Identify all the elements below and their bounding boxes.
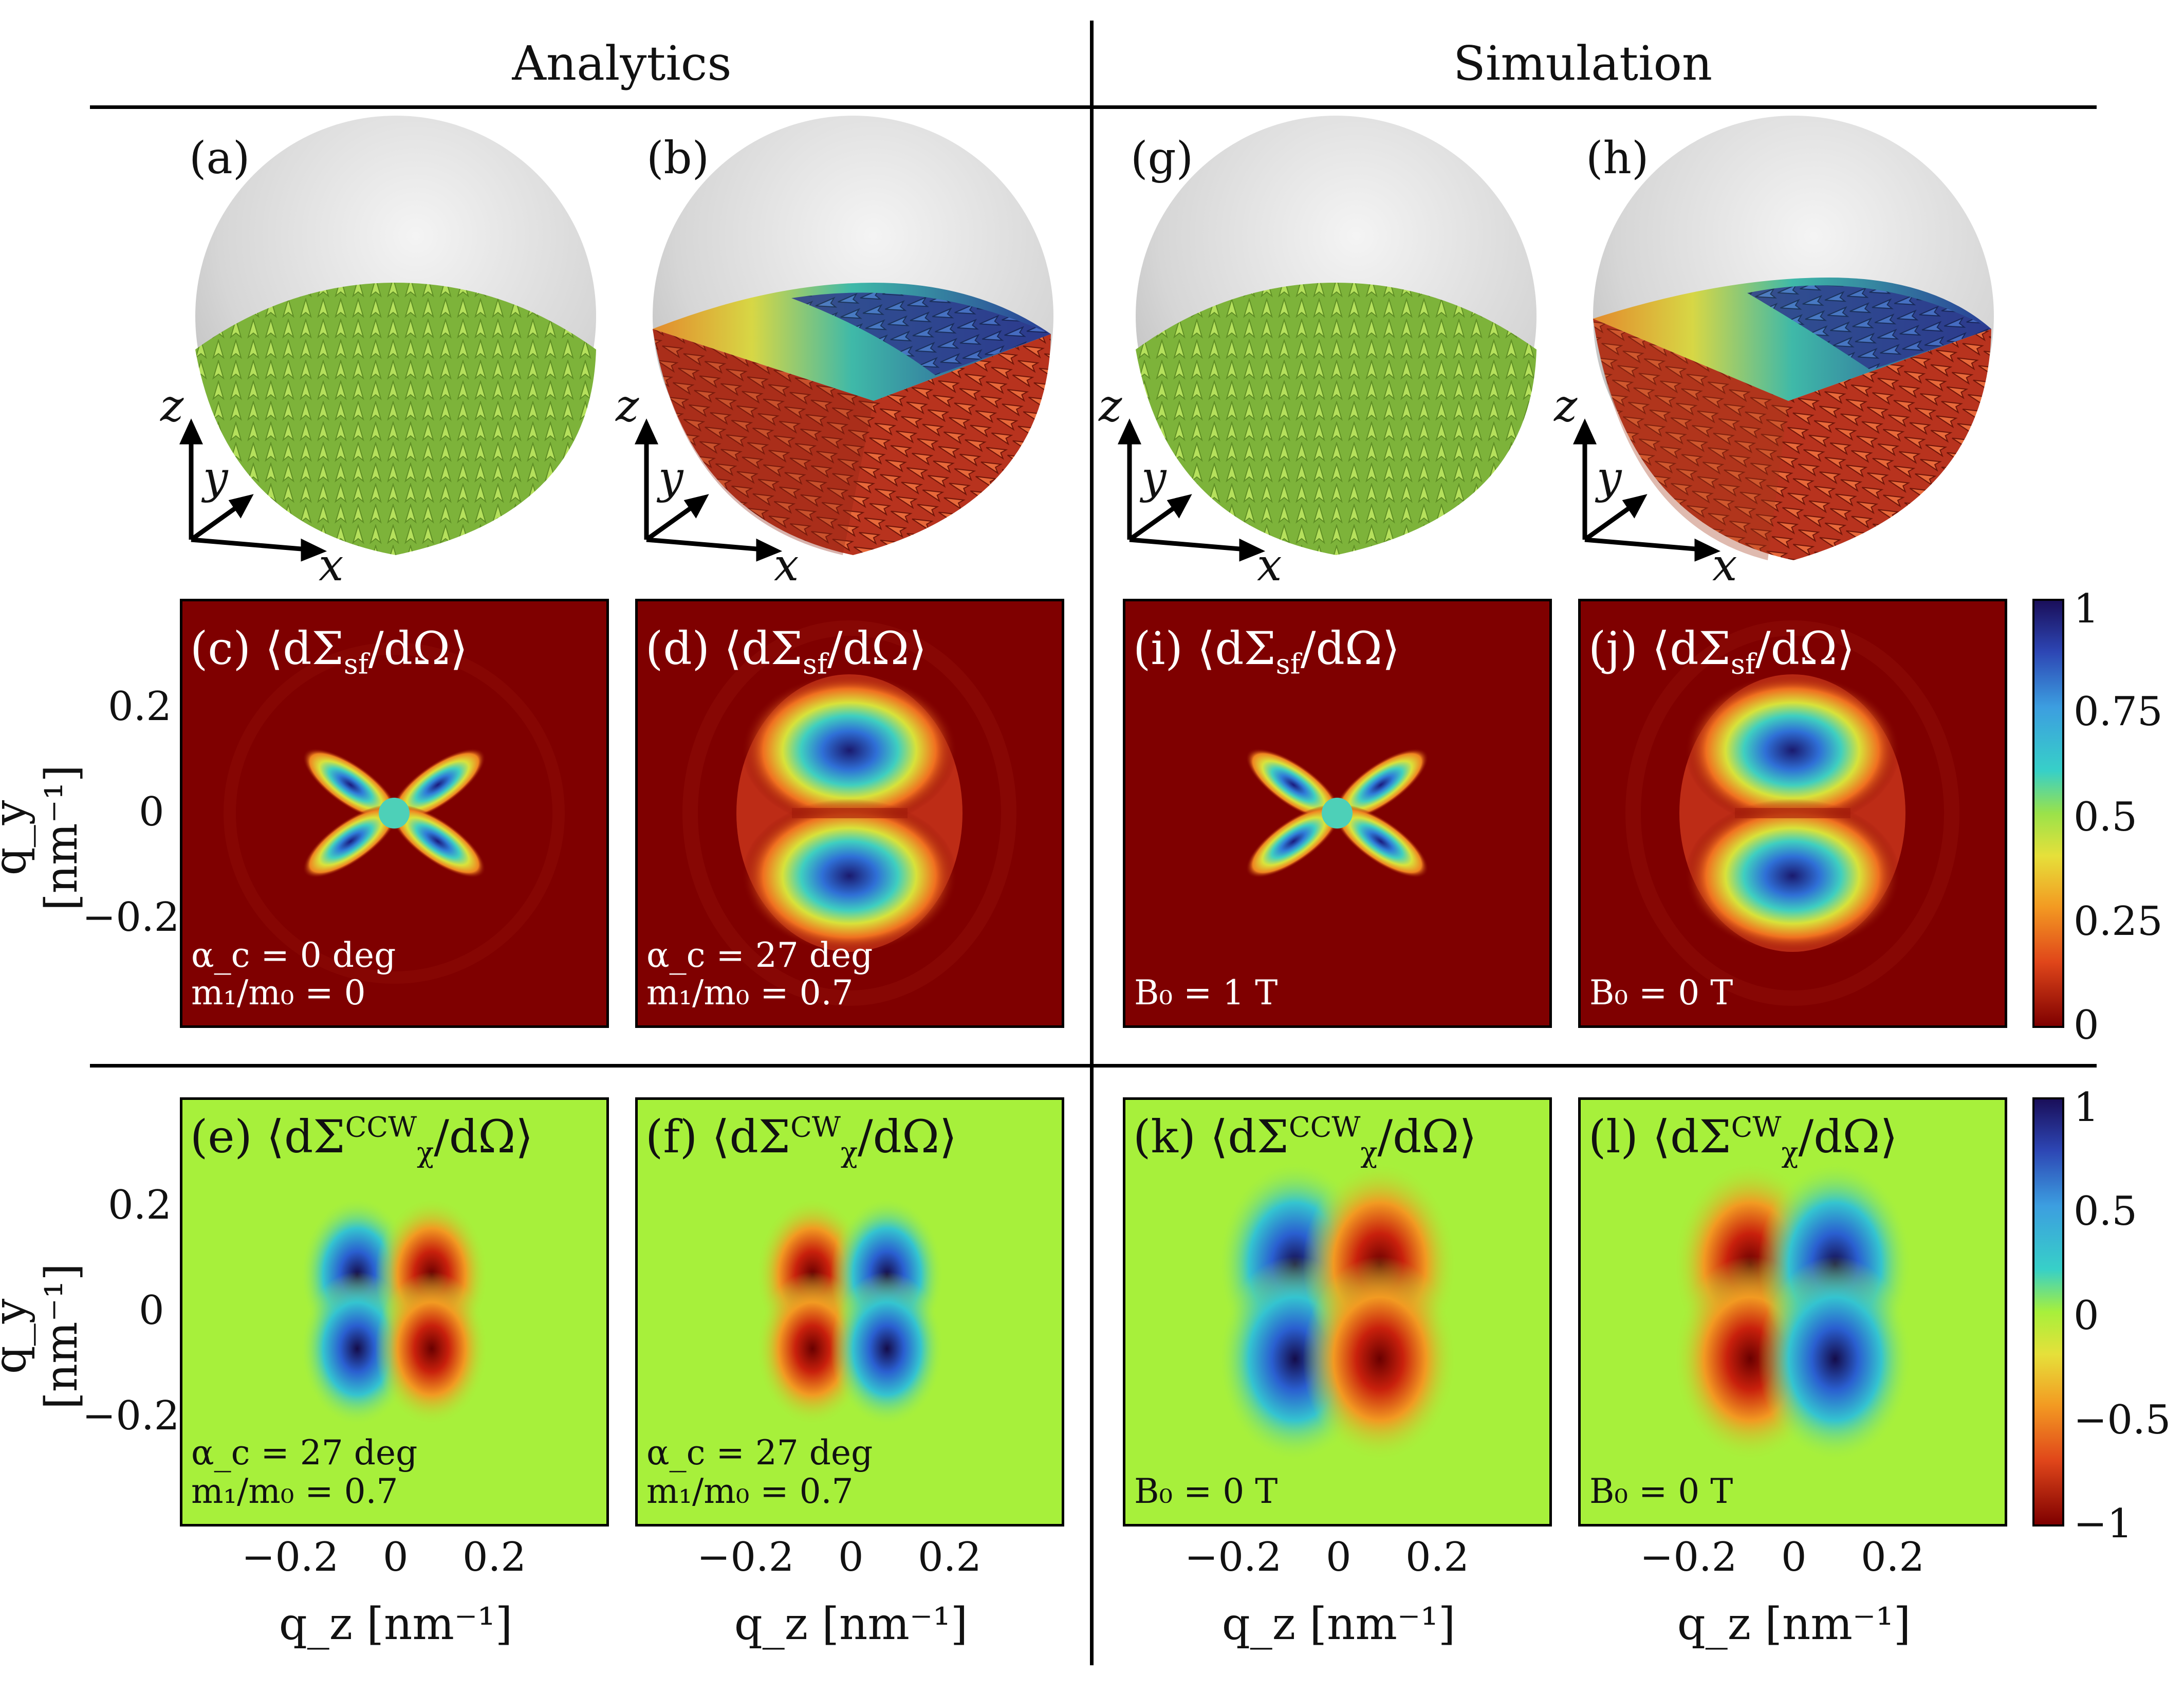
axis-x-a: x — [319, 540, 344, 591]
cb2-tick-025: 0.25 — [2074, 898, 2163, 945]
cb3-tick-m05: −0.5 — [2074, 1397, 2171, 1443]
vertical-divider — [1090, 21, 1094, 1665]
axis-triad-g — [1117, 418, 1266, 562]
xtick-e-0: 0 — [383, 1534, 409, 1580]
cb2-tick-0: 0 — [2074, 1002, 2099, 1049]
ytick-r3-m02: −0.2 — [82, 1393, 180, 1439]
x-axis-label-e: q_z [nm⁻¹] — [279, 1598, 513, 1650]
sphere-label-a: (a) — [189, 133, 250, 184]
ytick-r3-0: 0 — [139, 1288, 164, 1334]
param-c-2: m₁/m₀ = 0 — [191, 973, 366, 1013]
param-j-1: B₀ = 0 T — [1589, 973, 1733, 1013]
label-j: (j) ⟨dΣsf/dΩ⟩ — [1588, 622, 1855, 681]
axis-z-h: z — [1554, 380, 1578, 432]
sphere-row — [179, 116, 1994, 562]
xtick-f-m02: −0.2 — [697, 1534, 794, 1580]
cb2-tick-075: 0.75 — [2074, 689, 2163, 735]
xtick-l-02: 0.2 — [1861, 1534, 1925, 1580]
panel-f — [635, 1097, 1064, 1527]
axis-triad-b — [634, 418, 783, 562]
xtick-l-0: 0 — [1781, 1534, 1807, 1580]
ytick-r2-02: 0.2 — [108, 684, 172, 730]
panel-d — [635, 599, 1064, 1028]
label-e: (e) ⟨dΣCCWχ/dΩ⟩ — [190, 1110, 533, 1169]
xtick-f-02: 0.2 — [918, 1534, 982, 1580]
colorbar-row2 — [2032, 599, 2064, 1028]
axis-x-h: x — [1712, 540, 1737, 591]
sphere-a — [195, 116, 596, 555]
axis-triad-a — [179, 418, 327, 562]
param-d-1: α_c = 27 deg — [646, 935, 873, 975]
xtick-k-02: 0.2 — [1405, 1534, 1470, 1580]
ytick-r2-0: 0 — [139, 789, 164, 835]
sphere-label-h: (h) — [1586, 133, 1649, 184]
header-simulation: Simulation — [1453, 36, 1713, 91]
y-axis-label-row3: q_y [nm⁻¹] — [0, 1263, 87, 1409]
xtick-e-02: 0.2 — [462, 1534, 527, 1580]
y-axis-label-row2: q_y [nm⁻¹] — [0, 765, 87, 911]
param-i-1: B₀ = 1 T — [1134, 973, 1278, 1013]
sphere-b — [653, 116, 1053, 555]
ytick-r2-m02: −0.2 — [82, 894, 180, 941]
axis-y-g: y — [1141, 452, 1167, 504]
label-d: (d) ⟨dΣsf/dΩ⟩ — [645, 622, 927, 681]
panel-c — [180, 599, 609, 1028]
x-axis-label-l: q_z [nm⁻¹] — [1677, 1598, 1911, 1650]
x-axis-label-f: q_z [nm⁻¹] — [734, 1598, 968, 1650]
param-c-1: α_c = 0 deg — [191, 935, 396, 975]
param-e-2: m₁/m₀ = 0.7 — [191, 1472, 398, 1511]
axis-y-a: y — [203, 452, 228, 504]
panel-j — [1578, 599, 2007, 1028]
label-f: (f) ⟨dΣCWχ/dΩ⟩ — [645, 1110, 957, 1169]
panel-k — [1123, 1097, 1552, 1527]
xtick-k-m02: −0.2 — [1184, 1534, 1282, 1580]
param-e-1: α_c = 27 deg — [191, 1433, 418, 1473]
axis-z-g: z — [1099, 380, 1122, 432]
sphere-g — [1136, 116, 1537, 555]
axis-triad-h — [1572, 418, 1721, 562]
panel-l — [1578, 1097, 2007, 1527]
label-i: (i) ⟨dΣsf/dΩ⟩ — [1133, 622, 1400, 681]
param-k-1: B₀ = 0 T — [1134, 1472, 1278, 1511]
param-l-1: B₀ = 0 T — [1589, 1472, 1733, 1511]
ytick-r3-02: 0.2 — [108, 1182, 172, 1228]
axis-y-h: y — [1597, 452, 1622, 504]
label-c: (c) ⟨dΣsf/dΩ⟩ — [190, 622, 468, 681]
x-axis-label-k: q_z [nm⁻¹] — [1221, 1598, 1456, 1650]
param-f-2: m₁/m₀ = 0.7 — [646, 1472, 854, 1511]
header-analytics: Analytics — [512, 36, 732, 91]
colorbar-row3 — [2032, 1097, 2064, 1527]
xtick-k-0: 0 — [1326, 1534, 1352, 1580]
cb3-tick-05: 0.5 — [2074, 1188, 2138, 1235]
cb2-tick-05: 0.5 — [2074, 794, 2138, 840]
xtick-e-m02: −0.2 — [242, 1534, 339, 1580]
axis-z-b: z — [616, 380, 639, 432]
label-l: (l) ⟨dΣCWχ/dΩ⟩ — [1588, 1110, 1898, 1169]
panel-e — [180, 1097, 609, 1527]
param-d-2: m₁/m₀ = 0.7 — [646, 973, 854, 1013]
cb2-tick-1: 1 — [2074, 586, 2099, 632]
param-f-1: α_c = 27 deg — [646, 1433, 873, 1473]
axis-y-b: y — [658, 452, 683, 504]
sphere-label-b: (b) — [646, 133, 710, 184]
axis-x-b: x — [774, 540, 799, 591]
sphere-h — [1593, 116, 1994, 560]
xtick-f-0: 0 — [838, 1534, 864, 1580]
xtick-l-m02: −0.2 — [1640, 1534, 1737, 1580]
panel-i — [1123, 599, 1552, 1028]
axis-z-a: z — [160, 380, 184, 432]
label-k: (k) ⟨dΣCCWχ/dΩ⟩ — [1133, 1110, 1477, 1169]
axis-x-g: x — [1257, 540, 1282, 591]
cb3-tick-m1: −1 — [2074, 1501, 2133, 1547]
cb3-tick-1: 1 — [2074, 1084, 2099, 1131]
cb3-tick-0: 0 — [2074, 1293, 2099, 1339]
sphere-label-g: (g) — [1131, 133, 1194, 184]
